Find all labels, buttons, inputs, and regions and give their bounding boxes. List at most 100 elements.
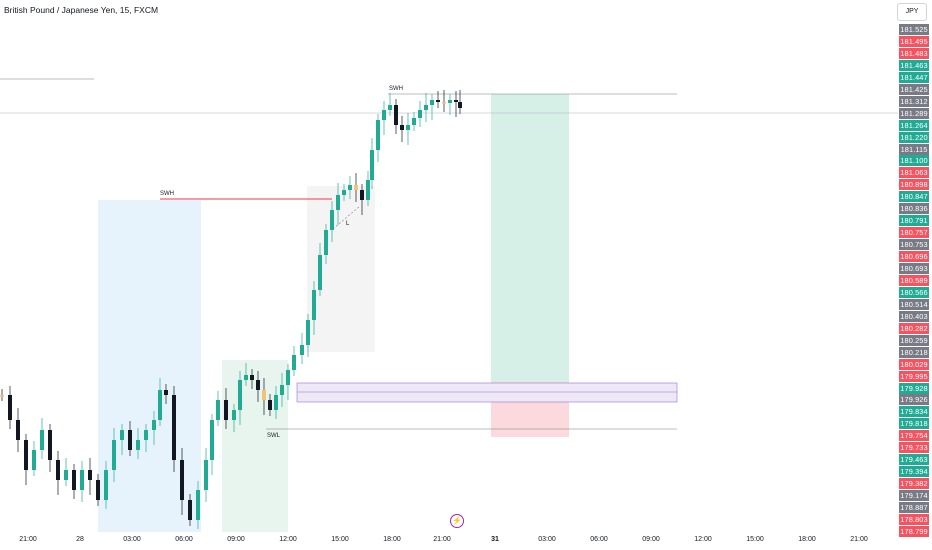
price-label: 181.115	[899, 143, 929, 155]
time-label: 09:00	[642, 536, 660, 543]
candle-body	[238, 380, 242, 410]
candle-body	[406, 125, 410, 130]
candle-body	[196, 490, 200, 520]
candle-body	[64, 470, 68, 480]
price-label: 179.754	[899, 430, 929, 442]
time-label: 06:00	[175, 536, 193, 543]
candle-body	[400, 125, 404, 130]
candle-body	[88, 470, 92, 480]
gray-range-zone[interactable]	[307, 186, 375, 352]
candle-body	[268, 400, 272, 410]
candle-body	[366, 180, 370, 200]
price-label: 179.463	[899, 454, 929, 466]
candle-body	[158, 390, 162, 420]
candle-body	[188, 500, 192, 520]
price-label: 181.063	[899, 167, 929, 179]
candle-body	[306, 320, 310, 345]
candle-body	[274, 395, 278, 410]
price-label: 180.836	[899, 203, 929, 215]
candle-body	[72, 470, 76, 490]
candle-body	[454, 100, 458, 102]
green-session-zone[interactable]	[222, 360, 288, 532]
time-label: 31	[491, 536, 499, 543]
candle-body	[210, 420, 214, 460]
time-label: 18:00	[798, 536, 816, 543]
currency-button[interactable]: JPY	[897, 3, 927, 21]
candle-body	[144, 430, 148, 440]
candle-body	[458, 102, 462, 108]
candle-body	[152, 420, 156, 430]
small-mark-label: L	[346, 221, 350, 227]
candle-body	[40, 430, 44, 450]
price-label: 181.495	[899, 35, 929, 47]
time-label: 21:00	[850, 536, 868, 543]
price-label: 180.791	[899, 215, 929, 227]
candle-body	[324, 230, 328, 255]
price-label: 179.394	[899, 466, 929, 478]
price-label: 179.174	[899, 490, 929, 502]
price-label: 179.834	[899, 406, 929, 418]
candle-body	[16, 420, 20, 440]
price-axis[interactable]: 181.525 181.495 181.483 181.463 181.447 181.4…	[899, 24, 929, 550]
candle-body	[342, 190, 346, 195]
candle-body	[96, 480, 100, 500]
candlestick-series	[0, 90, 462, 529]
price-label: 180.259	[899, 334, 929, 346]
candle-body	[24, 440, 28, 470]
price-label: 180.514	[899, 298, 929, 310]
price-label: 180.847	[899, 191, 929, 203]
candle-body	[244, 375, 248, 380]
candle-body	[300, 345, 304, 355]
candle-body	[262, 390, 266, 400]
price-label: 181.483	[899, 47, 929, 59]
dashed-trend-line[interactable]	[332, 205, 361, 230]
price-label: 179.818	[899, 418, 929, 430]
price-label: 180.029	[899, 358, 929, 370]
price-label: 181.312	[899, 95, 929, 107]
candle-body	[436, 100, 440, 102]
candle-body	[442, 102, 446, 104]
candle-body	[354, 185, 358, 190]
price-label: 180.757	[899, 227, 929, 239]
time-label: 03:00	[123, 536, 141, 543]
time-axis[interactable]: 21:00 28 03:00 06:00 09:00 12:00 15:00 18:00 21:…	[0, 532, 898, 550]
price-label: 180.696	[899, 251, 929, 263]
price-label: 180.282	[899, 322, 929, 334]
candle-body	[430, 100, 434, 105]
candle-body	[318, 255, 322, 290]
candle-body	[394, 105, 398, 125]
price-label: 180.589	[899, 274, 929, 286]
price-label: 181.220	[899, 131, 929, 143]
price-label: 179.926	[899, 394, 929, 406]
take-profit-zone[interactable]	[491, 94, 569, 382]
price-label: 181.447	[899, 71, 929, 83]
candle-body	[424, 105, 428, 110]
blue-session-zone[interactable]	[98, 200, 201, 532]
candle-body	[292, 355, 296, 370]
candle-body	[412, 118, 416, 125]
purple-order-block[interactable]	[296, 382, 678, 403]
candle-body	[360, 190, 364, 200]
price-label: 179.382	[899, 478, 929, 490]
candle-body	[48, 430, 52, 460]
price-label: 178.887	[899, 502, 929, 513]
candle-body	[348, 185, 352, 190]
price-label: 180.218	[899, 346, 929, 358]
price-label: 180.753	[899, 239, 929, 251]
candle-body	[286, 370, 290, 385]
candle-body	[330, 210, 334, 230]
price-label: 180.403	[899, 310, 929, 322]
price-label: 178.803	[899, 513, 929, 525]
price-label: 179.928	[899, 382, 929, 394]
chart-canvas[interactable]: SWH SWH SWL L	[0, 0, 898, 532]
candle-body	[336, 195, 340, 210]
candle-body	[80, 470, 84, 490]
price-label: 181.525	[899, 24, 929, 35]
candle-body	[56, 460, 60, 480]
lightning-icon[interactable]: ⚡	[450, 514, 464, 528]
time-label: 15:00	[331, 536, 349, 543]
price-label: 179.733	[899, 442, 929, 454]
candle-body	[180, 460, 184, 500]
price-label: 181.289	[899, 107, 929, 119]
time-label: 12:00	[694, 536, 712, 543]
